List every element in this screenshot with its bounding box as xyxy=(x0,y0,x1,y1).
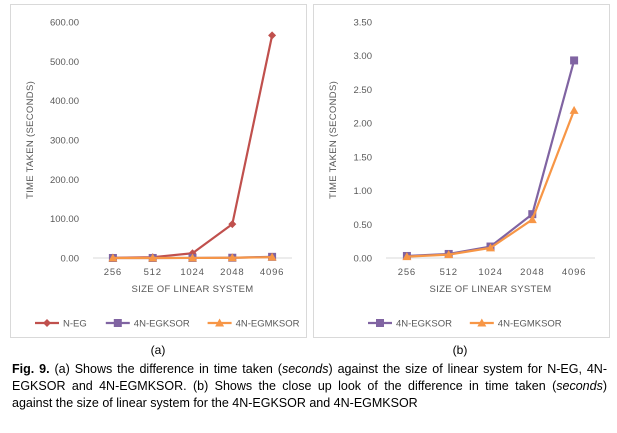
x-tick-label: 1024 xyxy=(180,267,204,278)
legend-label: 4N-EGKSOR xyxy=(134,319,190,330)
caption-text-3: ) against the size of linear system for … xyxy=(12,379,607,410)
series-line xyxy=(406,60,576,258)
y-tick-label: 200.00 xyxy=(50,175,79,186)
legend-marker xyxy=(376,319,384,327)
figure-caption: Fig. 9. (a) Shows the difference in time… xyxy=(12,361,607,412)
data-point xyxy=(227,253,237,262)
caption-fig-label: Fig. 9. xyxy=(12,362,50,376)
data-point xyxy=(569,105,579,114)
y-tick-label: 1.00 xyxy=(354,186,373,197)
x-tick-label: 4096 xyxy=(562,267,586,278)
x-axis-title: SIZE OF LINEAR SYSTEM xyxy=(430,284,552,295)
y-tick-label: 2.50 xyxy=(354,85,373,96)
y-tick-label: 100.00 xyxy=(50,214,79,225)
data-point xyxy=(402,252,412,261)
data-point xyxy=(148,253,158,262)
caption-text-2: ) against the size of linear system for … xyxy=(12,362,607,393)
data-point xyxy=(570,56,579,65)
x-tick-label: 512 xyxy=(440,267,458,278)
caption-emphasis-1: seconds xyxy=(281,362,329,376)
data-point xyxy=(486,243,495,252)
x-tick-label: 1024 xyxy=(478,267,502,278)
data-point xyxy=(108,253,118,262)
subfigure-label-a: (a) xyxy=(150,343,166,357)
y-tick-label: 0.00 xyxy=(61,254,80,265)
subfigure-label-b: (b) xyxy=(452,343,468,357)
data-point xyxy=(188,253,197,262)
y-tick-label: 0.00 xyxy=(354,254,373,265)
data-point xyxy=(268,31,277,40)
y-tick-label: 300.00 xyxy=(50,136,79,147)
data-point xyxy=(444,250,454,259)
series-line xyxy=(406,109,576,258)
data-point xyxy=(267,252,277,261)
y-tick-label: 3.00 xyxy=(354,51,373,62)
legend-marker xyxy=(215,318,225,327)
y-axis-title: TIME TAKEN (SECONDS) xyxy=(328,81,339,199)
legend-label: 4N-EGKSOR xyxy=(396,319,452,330)
caption-emphasis-2: seconds xyxy=(556,379,603,393)
chart-panel-b: 0.00 0.50 1.00 1.50 2.00 2.50 3.00 3.50 256 512 10… xyxy=(313,4,610,338)
y-tick-label: 0.50 xyxy=(354,220,373,231)
y-tick-label: 500.00 xyxy=(50,57,79,68)
series-line xyxy=(112,35,274,259)
x-tick-label: 2048 xyxy=(520,267,544,278)
chart-a: 0.00 100.00 200.00 300.00 400.00 500.00 600.00… xyxy=(25,18,300,330)
data-point xyxy=(528,210,537,219)
x-tick-label: 256 xyxy=(398,267,416,278)
x-axis-title: SIZE OF LINEAR SYSTEM xyxy=(132,284,254,295)
caption-text-1: (a) Shows the difference in time taken ( xyxy=(49,362,282,376)
legend-label: N-EG xyxy=(63,319,87,330)
y-tick-label: 600.00 xyxy=(50,18,79,29)
chart-panel-a: 0.00 100.00 200.00 300.00 400.00 500.00 600.00… xyxy=(10,4,307,338)
x-tick-label: 256 xyxy=(104,267,122,278)
y-tick-label: 2.00 xyxy=(354,119,373,130)
y-axis-title: TIME TAKEN (SECONDS) xyxy=(25,81,36,199)
legend-marker xyxy=(43,319,51,327)
y-tick-label: 400.00 xyxy=(50,96,79,107)
y-tick-label: 1.50 xyxy=(354,152,373,163)
data-point xyxy=(228,220,237,229)
x-tick-label: 2048 xyxy=(220,267,244,278)
chart-b: 0.00 0.50 1.00 1.50 2.00 2.50 3.00 3.50 256 512 10… xyxy=(328,18,595,330)
legend-label: 4N-EGMKSOR xyxy=(236,319,300,330)
data-point xyxy=(527,215,537,224)
x-tick-label: 512 xyxy=(144,267,162,278)
legend-marker xyxy=(477,318,487,327)
y-tick-label: 3.50 xyxy=(354,18,373,29)
x-tick-label: 4096 xyxy=(260,267,284,278)
legend-marker xyxy=(113,319,122,327)
legend-label: 4N-EGMKSOR xyxy=(498,319,562,330)
